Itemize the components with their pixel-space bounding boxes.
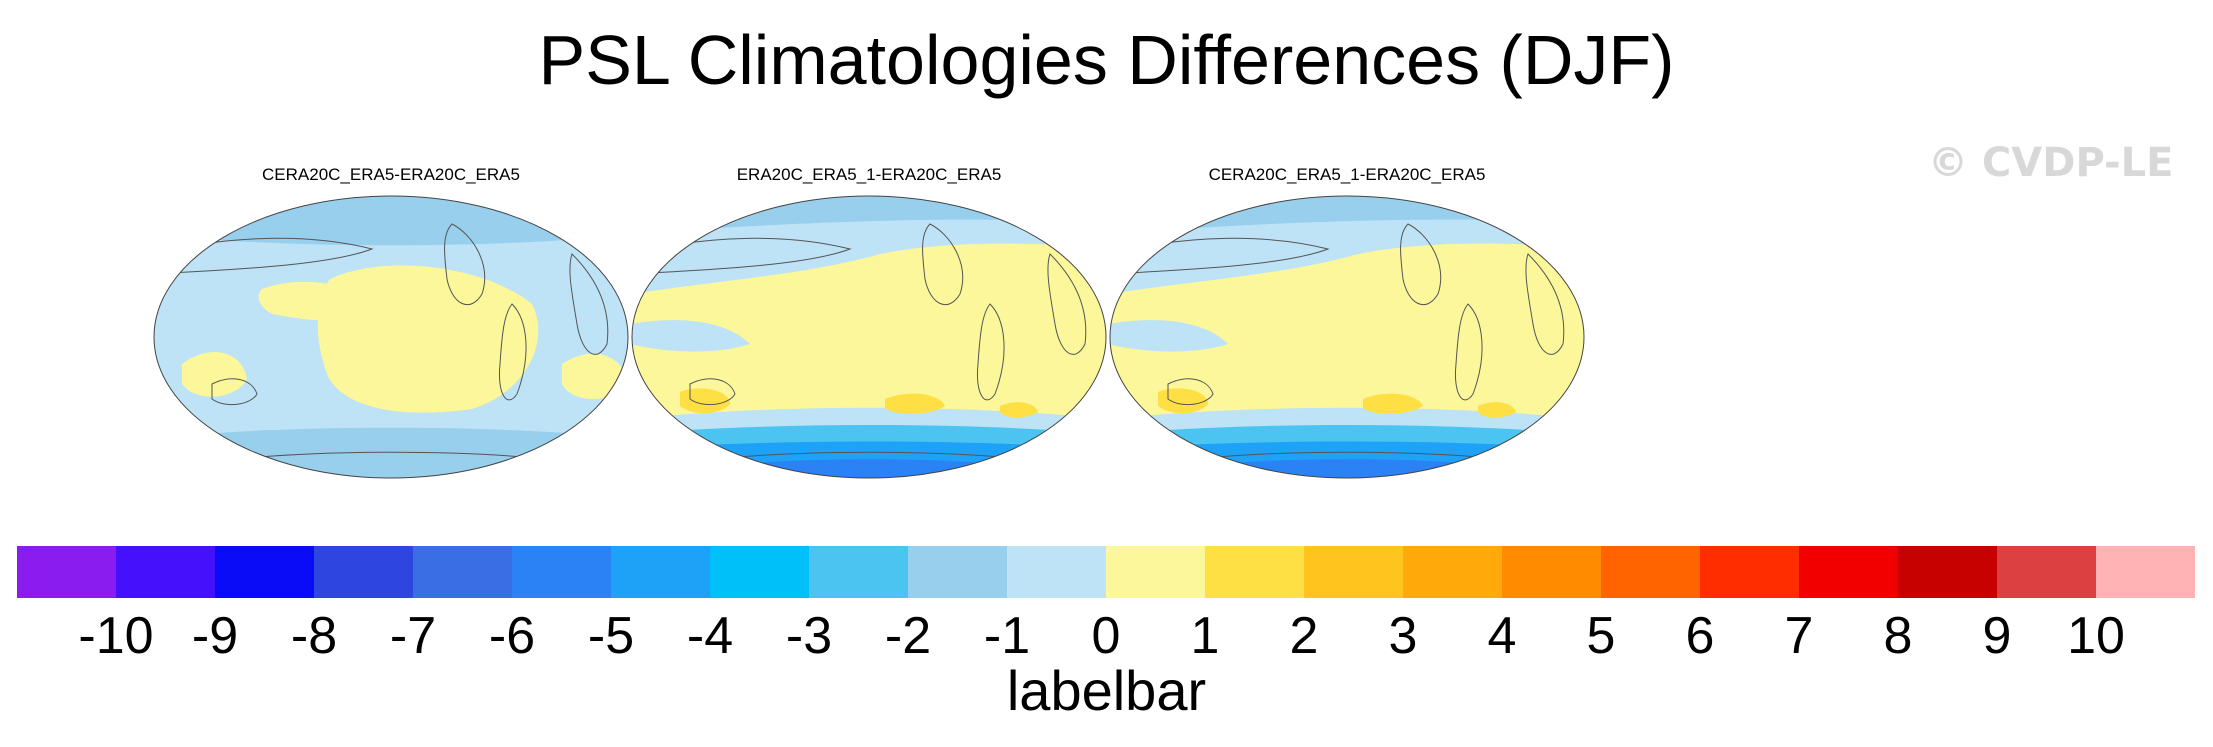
labelbar-swatch (1304, 546, 1403, 598)
coastline (1047, 253, 1087, 355)
positive-region (1478, 402, 1516, 418)
coastline (1454, 303, 1483, 401)
labelbar-swatch (1205, 546, 1304, 598)
map-plot (631, 195, 1107, 479)
panel-title: CERA20C_ERA5_1-ERA20C_ERA5 (1208, 165, 1486, 184)
labelbar-swatch (1403, 546, 1502, 598)
labelbar-swatch (1106, 546, 1205, 598)
labelbar-tick-label: 6 (1685, 607, 1715, 665)
labelbar-tick-label: -10 (78, 607, 154, 665)
labelbar-swatch (908, 546, 1007, 598)
labelbar-tick-label: -4 (686, 607, 734, 665)
positive-region (1363, 393, 1423, 414)
labelbar-swatch (2096, 546, 2195, 598)
positive-region (182, 352, 247, 397)
labelbar-swatch (1007, 546, 1106, 598)
labelbar-swatch (116, 546, 215, 598)
positive-region (885, 393, 945, 414)
labelbar-tick-label: 5 (1586, 607, 1616, 665)
coastline (632, 237, 852, 275)
color-labelbar (17, 546, 2195, 598)
labelbar-swatch (413, 546, 512, 598)
labelbar-swatch (17, 546, 116, 598)
coastline (689, 378, 736, 406)
labelbar-ticks: -10 -9 -8 -7 -6 -5 -4 -3 -2 -1 0 1 2 3 4 5 6 7 8 9 10 (0, 606, 2213, 666)
labelbar-tick-label: -8 (290, 607, 338, 665)
positive-region (1000, 402, 1038, 418)
panel-title: CERA20C_ERA5-ERA20C_ERA5 (262, 165, 520, 184)
labelbar-swatch (611, 546, 710, 598)
labelbar-tick-label: -2 (884, 607, 932, 665)
negative-region (154, 427, 628, 478)
labelbar-tick-label: -5 (587, 607, 635, 665)
labelbar-swatch (1898, 546, 1997, 598)
labelbar-swatch (314, 546, 413, 598)
labelbar-tick-label: 3 (1388, 607, 1418, 665)
labelbar-swatch (809, 546, 908, 598)
labelbar-swatch (1997, 546, 2096, 598)
panel-title: ERA20C_ERA5_1-ERA20C_ERA5 (736, 165, 1002, 184)
map-panel-1: CERA20C_ERA5-ERA20C_ERA5 (152, 164, 630, 480)
coastline (922, 223, 964, 306)
labelbar-swatch (215, 546, 314, 598)
labelbar-tick-label: 9 (1982, 607, 2012, 665)
coastline (1167, 378, 1214, 406)
labelbar-tick-label: 1 (1190, 607, 1220, 665)
labelbar-tick-label: 2 (1289, 607, 1319, 665)
negative-region (1168, 459, 1528, 478)
coastline (498, 303, 527, 401)
negative-region (1110, 320, 1228, 352)
coastline (1525, 253, 1565, 355)
positive-region (680, 388, 730, 414)
labelbar-swatch (512, 546, 611, 598)
labelbar-title: labelbar (1006, 659, 1207, 722)
negative-region (632, 320, 750, 352)
coastline (444, 223, 486, 306)
positive-region (317, 265, 539, 413)
labelbar-tick-label: 10 (2067, 607, 2125, 665)
labelbar-tick-label: -7 (389, 607, 437, 665)
map-plot (153, 195, 629, 479)
coastline (154, 237, 374, 275)
coastline (211, 378, 258, 406)
labelbar-swatch (1700, 546, 1799, 598)
labelbar-tick-label: -9 (191, 607, 239, 665)
labelbar-tick-label: -6 (488, 607, 536, 665)
coastline (569, 253, 609, 355)
labelbar-swatch (1601, 546, 1700, 598)
labelbar-tick-label: 7 (1784, 607, 1814, 665)
labelbar-swatch (1502, 546, 1601, 598)
figure-title: PSL Climatologies Differences (DJF) (538, 21, 1675, 99)
map-panel-3: CERA20C_ERA5_1-ERA20C_ERA5 (1108, 164, 1586, 480)
labelbar-tick-label: -1 (983, 607, 1031, 665)
coastline (1400, 223, 1442, 306)
labelbar-tick-label: 8 (1883, 607, 1913, 665)
positive-region (1158, 388, 1208, 414)
coastline (1110, 237, 1330, 275)
labelbar-tick-label: 0 (1091, 607, 1121, 665)
positive-region (258, 281, 372, 321)
labelbar-swatch (710, 546, 809, 598)
labelbar-swatch (1799, 546, 1898, 598)
coastline (976, 303, 1005, 401)
watermark: © CVDP-LE (1928, 140, 2174, 186)
map-panel-2: ERA20C_ERA5_1-ERA20C_ERA5 (630, 164, 1108, 480)
labelbar-tick-label: 4 (1487, 607, 1517, 665)
map-plot (1109, 195, 1585, 479)
labelbar-tick-label: -3 (785, 607, 833, 665)
negative-region (690, 459, 1050, 478)
